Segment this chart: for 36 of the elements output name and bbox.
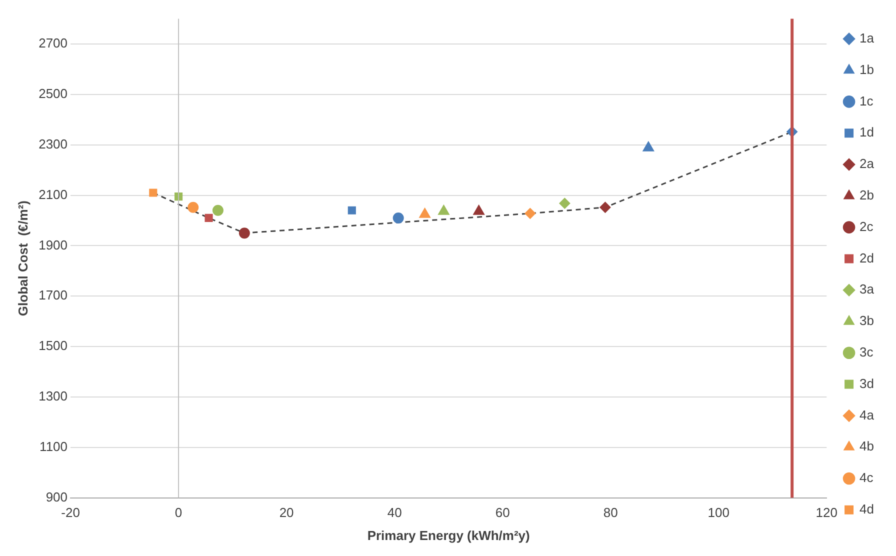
x-tick-label: 80 [603, 505, 618, 520]
y-tick-label: 1900 [38, 237, 68, 252]
legend-label: 2a [860, 156, 875, 172]
y-tick-label: 900 [46, 489, 68, 504]
x-tick-label: 20 [279, 505, 294, 520]
legend-label: 1a [860, 30, 875, 46]
y-tick-label: 1700 [38, 288, 68, 303]
x-axis-title: Primary Energy (kWh/m²y) [367, 528, 530, 543]
legend-label: 1c [860, 93, 874, 108]
y-tick-label: 1100 [40, 438, 68, 454]
x-tick-label: -20 [61, 505, 80, 520]
y-tick-label: 2700 [38, 36, 68, 51]
x-tick-label: 40 [387, 505, 402, 520]
y-axis-title: Global Cost (€/m²) [15, 200, 30, 316]
legend-label: 3c [860, 344, 874, 360]
legend-label: 3a [860, 282, 875, 297]
y-tick-label: 2300 [38, 136, 68, 152]
legend-label: 4c [860, 470, 874, 486]
legend-label: 1b [860, 62, 874, 77]
x-tick-label: 60 [495, 505, 510, 520]
legend-label: 2d [860, 250, 874, 266]
legend-label: 4a [860, 407, 875, 422]
y-tick-label: 1300 [38, 388, 68, 404]
y-tick-label: 1500 [38, 338, 68, 354]
legend-label: 2b [860, 187, 874, 202]
x-tick-label: 100 [708, 505, 730, 520]
legend-label: 4b [860, 438, 874, 454]
legend-label: 3b [860, 313, 874, 328]
x-tick-label: 120 [816, 505, 838, 520]
legend-label: 3d [860, 376, 874, 391]
legend-label: 4d [860, 501, 874, 516]
legend-label: 1d [860, 124, 874, 140]
legend-label: 2c [860, 218, 874, 234]
y-tick-label: 2500 [38, 86, 68, 102]
x-tick-label: 0 [174, 505, 182, 520]
y-tick-label: 2100 [38, 186, 68, 202]
